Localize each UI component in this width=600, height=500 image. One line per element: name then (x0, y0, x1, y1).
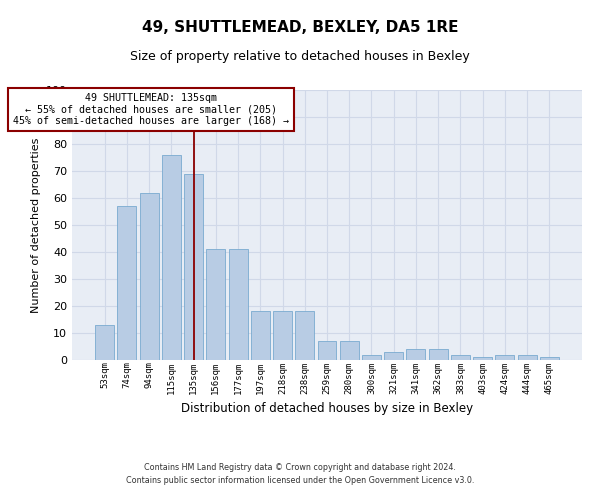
Bar (429, 349, 448, 360)
Bar (540, 358, 559, 360)
Bar (518, 354, 536, 360)
Text: 49, SHUTTLEMEAD, BEXLEY, DA5 1RE: 49, SHUTTLEMEAD, BEXLEY, DA5 1RE (142, 20, 458, 35)
Bar (317, 341, 337, 360)
Text: Contains HM Land Registry data © Crown copyright and database right 2024.
Contai: Contains HM Land Registry data © Crown c… (126, 464, 474, 485)
Bar (273, 312, 292, 360)
Bar (451, 354, 470, 360)
Bar (162, 155, 181, 360)
Text: Size of property relative to detached houses in Bexley: Size of property relative to detached ho… (130, 50, 470, 63)
Y-axis label: Number of detached properties: Number of detached properties (31, 138, 41, 312)
Bar (229, 250, 248, 360)
Bar (496, 354, 514, 360)
Bar (251, 312, 270, 360)
Bar (95, 325, 114, 360)
Bar (295, 312, 314, 360)
Bar (473, 358, 492, 360)
Bar (140, 192, 158, 360)
Bar (184, 174, 203, 360)
Bar (340, 341, 359, 360)
Bar (206, 250, 225, 360)
Bar (362, 354, 381, 360)
Bar (384, 352, 403, 360)
Bar (406, 349, 425, 360)
Bar (118, 206, 136, 360)
X-axis label: Distribution of detached houses by size in Bexley: Distribution of detached houses by size … (181, 402, 473, 415)
Text: 49 SHUTTLEMEAD: 135sqm
← 55% of detached houses are smaller (205)
45% of semi-de: 49 SHUTTLEMEAD: 135sqm ← 55% of detached… (13, 92, 289, 126)
